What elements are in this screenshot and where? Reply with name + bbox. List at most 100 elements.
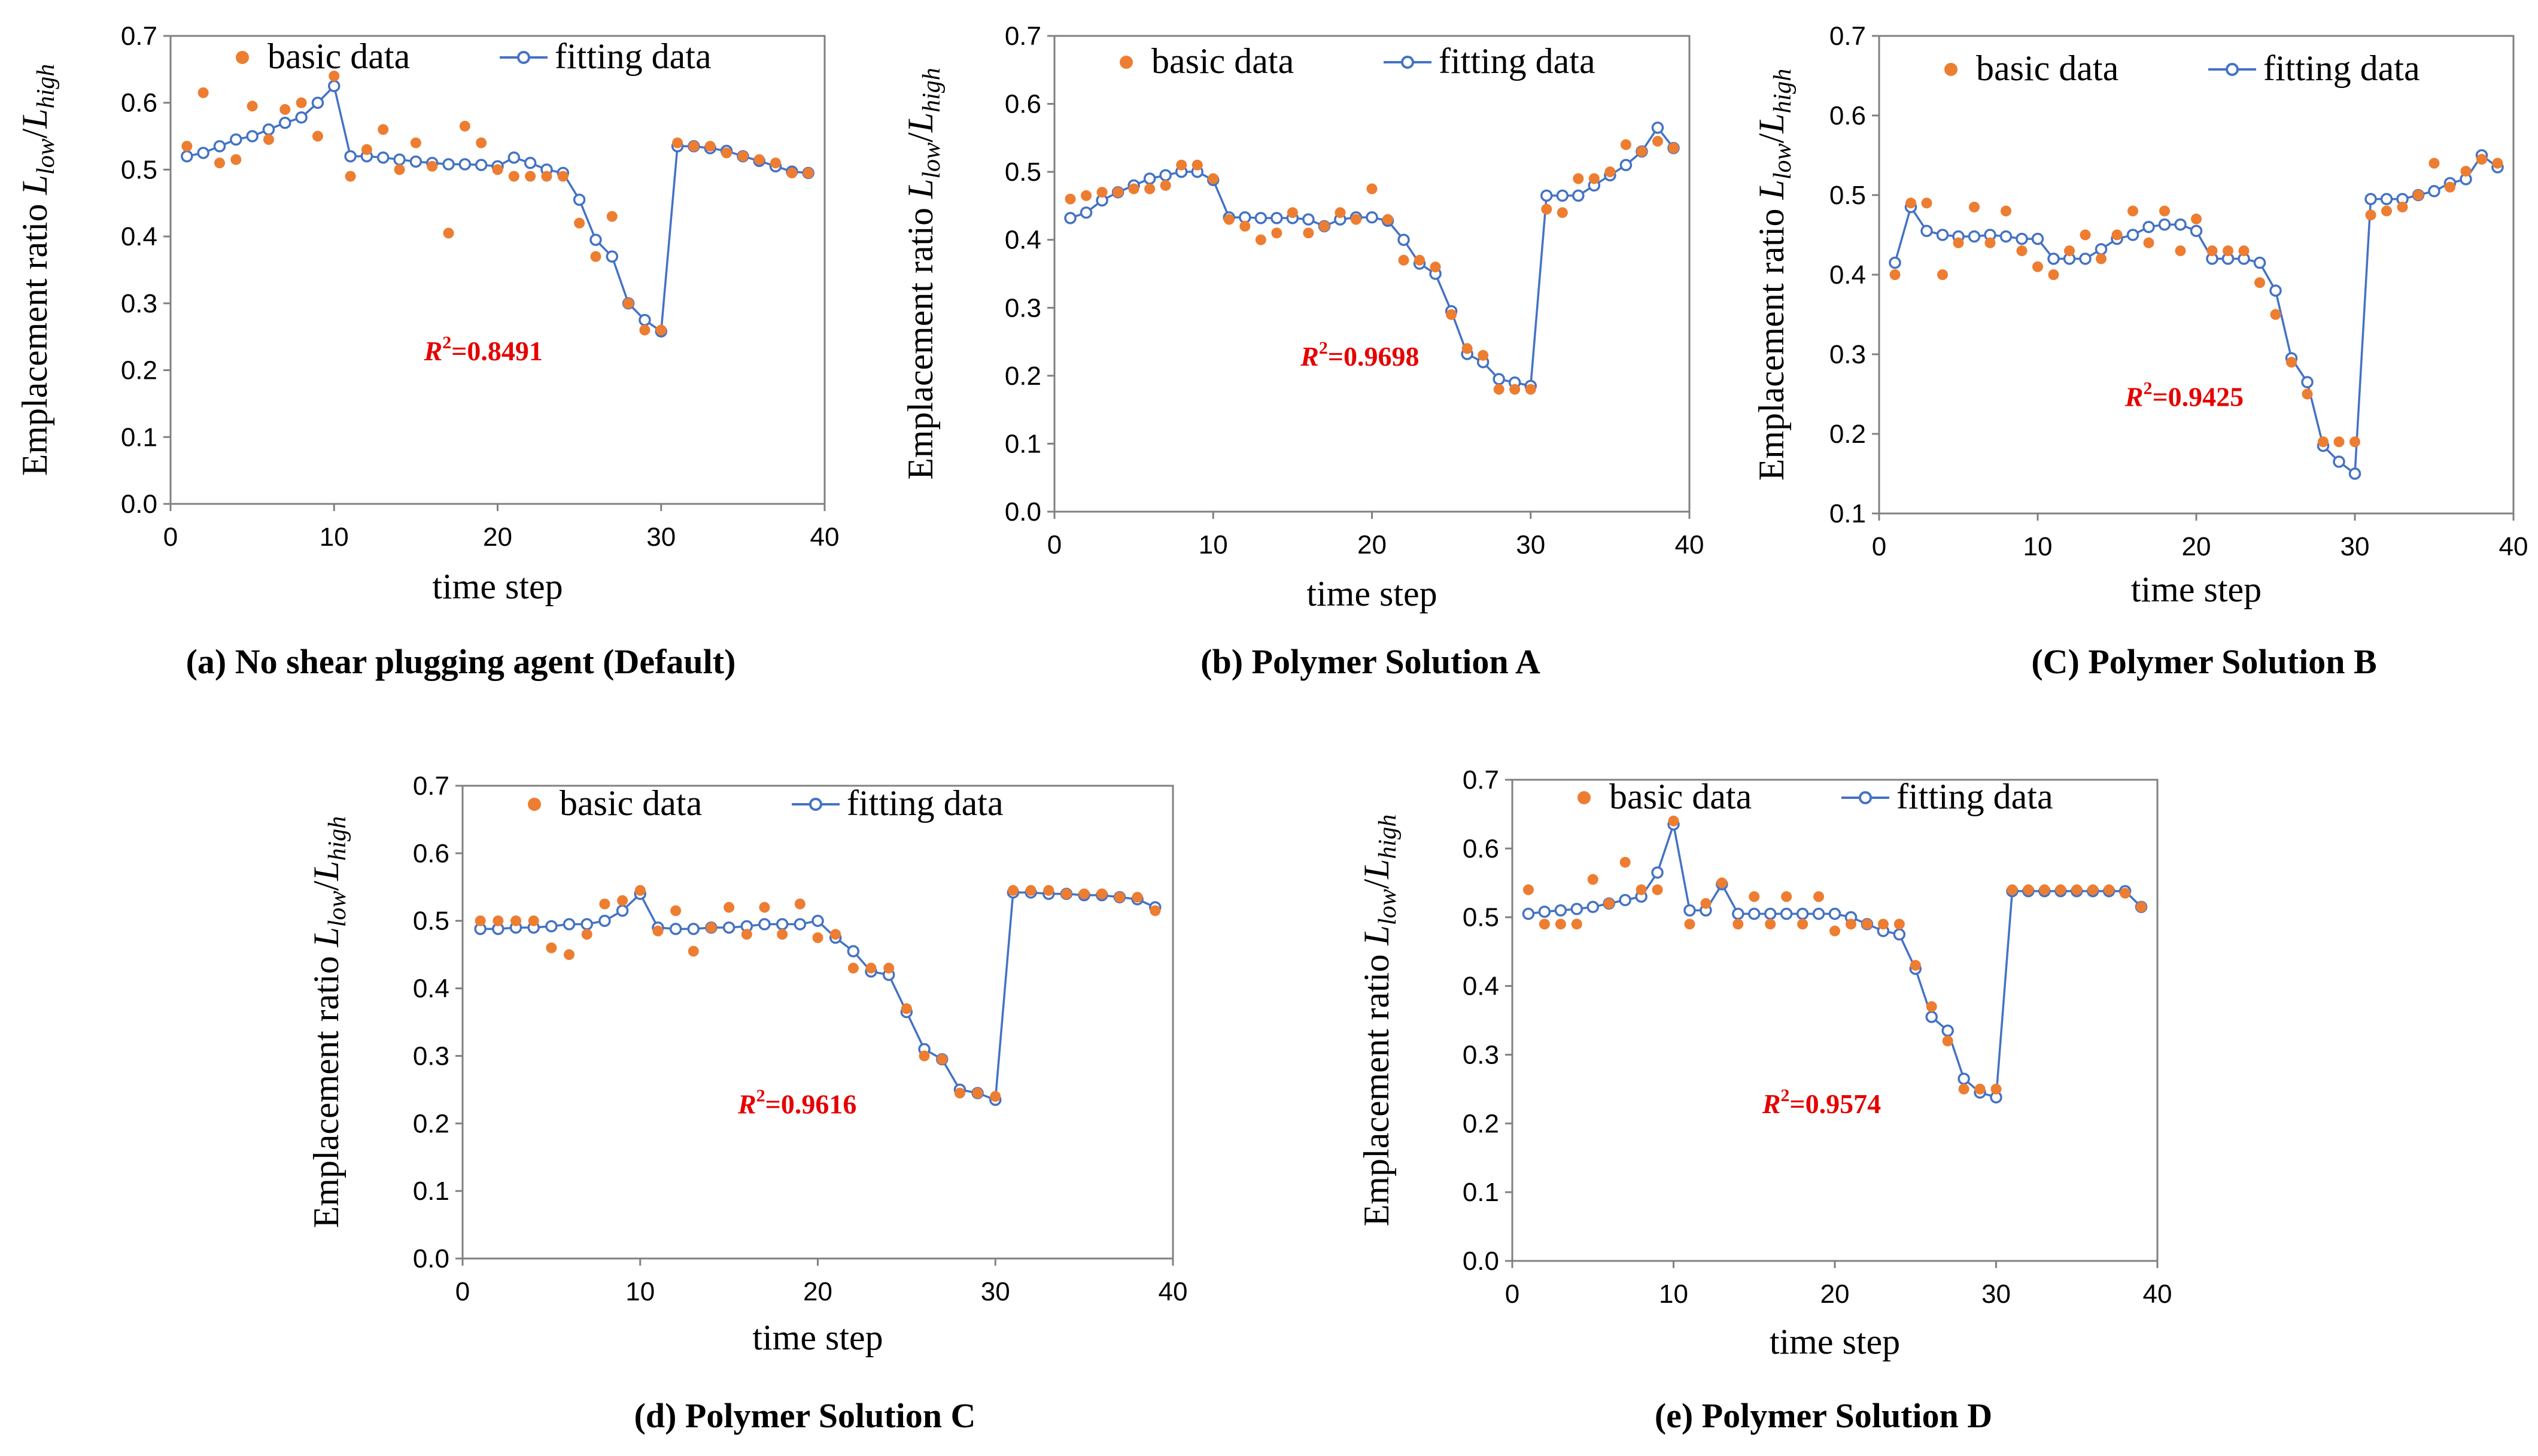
x-tick-label: 30 [981, 1277, 1010, 1306]
y-axis-subscript: high [32, 64, 60, 109]
basic-data-point [1461, 343, 1473, 354]
y-tick-label: 0.1 [1829, 499, 1866, 528]
basic-data-point [1446, 309, 1457, 320]
r-squared-symbol: R [737, 1089, 756, 1119]
basic-data-point [1905, 197, 1916, 209]
basic-data-point [1493, 384, 1504, 395]
basic-data-point [1128, 183, 1139, 194]
basic-data-point [1509, 384, 1521, 395]
basic-data-point [688, 946, 699, 957]
fitting-data-point [1683, 904, 1696, 917]
basic-data-point [1557, 207, 1568, 218]
y-axis-title-text: Emplacement ratio [1752, 199, 1791, 481]
panel-caption: (b) Polymer Solution A [1200, 642, 1540, 681]
x-tick-label: 0 [1872, 532, 1886, 561]
basic-data-point [655, 324, 667, 336]
basic-data-point [2127, 205, 2138, 217]
basic-data-point [2238, 245, 2250, 257]
fitting-data-point [1999, 230, 2013, 243]
legend-fitting-marker [2226, 63, 2239, 76]
basic-data-point [1893, 919, 1905, 930]
fitting-data-point [1941, 1024, 1954, 1037]
fitting-data-point [1748, 907, 1761, 920]
basic-data-point [2001, 205, 2011, 217]
x-axis-title: time step [752, 1318, 883, 1357]
y-axis-symbol: L [1357, 859, 1396, 879]
basic-data-point [2428, 157, 2440, 169]
basic-data-point [427, 160, 438, 172]
basic-data-point [574, 217, 585, 229]
basic-data-point [1113, 187, 1124, 198]
basic-data-point [492, 164, 503, 175]
x-tick-label: 30 [2341, 532, 2370, 561]
x-tick-label: 10 [1199, 530, 1228, 560]
basic-data-point [1335, 207, 1346, 218]
fitting-data-point [344, 150, 357, 163]
fitting-data-point [1780, 907, 1793, 920]
basic-data-point [2096, 253, 2107, 265]
basic-data-point [688, 141, 700, 152]
fitting-data-point [2364, 193, 2377, 205]
fitting-data-point [376, 151, 390, 164]
basic-data-point [1078, 888, 1090, 899]
y-tick-label: 0.5 [121, 155, 157, 184]
y-tick-label: 0.6 [1829, 101, 1866, 130]
fitting-data-point [262, 123, 275, 136]
y-axis-symbol: L [1752, 180, 1791, 200]
basic-data-point [1953, 237, 1964, 248]
basic-data-point [803, 168, 814, 179]
fitting-data-point [1619, 893, 1631, 907]
fitting-data-point [1796, 907, 1809, 920]
legend-basic-marker [1120, 56, 1133, 69]
fitting-data-point [213, 140, 226, 153]
basic-data-point [721, 147, 732, 159]
basic-data-point [1636, 884, 1647, 895]
basic-data-point [1255, 234, 1266, 245]
y-tick-label: 0.7 [1463, 765, 1499, 795]
x-tick-label: 40 [2499, 532, 2528, 561]
y-tick-label: 0.4 [121, 222, 157, 251]
y-axis-slash: / [1752, 133, 1791, 143]
basic-data-point [2023, 884, 2034, 895]
legend-basic-marker [1577, 791, 1591, 804]
x-tick-label: 10 [1659, 1279, 1688, 1309]
basic-data-point [1877, 919, 1889, 930]
x-tick-label: 10 [625, 1277, 655, 1306]
r-squared-exponent: 2 [2143, 378, 2152, 398]
basic-data-point [919, 1050, 930, 1062]
legend-basic-marker [528, 798, 541, 811]
basic-data-point [1969, 201, 1980, 212]
fitting-data-point [2253, 256, 2266, 269]
r-squared-exponent: 2 [442, 333, 451, 352]
fitting-data-point [1570, 902, 1583, 916]
fitting-data-line [1893, 153, 2499, 476]
basic-data-point [2254, 277, 2265, 288]
basic-data-point [1208, 173, 1219, 184]
fitting-data-point [2174, 218, 2187, 231]
basic-data-point [1861, 919, 1873, 930]
fitting-data-point [2079, 253, 2092, 265]
legend-fitting-label: fitting data [555, 37, 712, 76]
basic-data-point [1958, 1083, 1969, 1095]
y-axis-title-text: Emplacement ratio [901, 199, 940, 480]
fitting-data-point [2047, 253, 2060, 265]
x-tick-label: 20 [2182, 532, 2211, 561]
basic-data-point [741, 929, 752, 940]
basic-data-point [2460, 166, 2472, 177]
basic-data-point [1700, 898, 1712, 909]
basic-data-point [2365, 209, 2376, 221]
basic-data-point [1732, 919, 1744, 930]
y-axis-title: Emplacement ratio Llow/Lhigh [1357, 814, 1402, 1227]
plot-area [461, 785, 1174, 1260]
fitting-data-point [2031, 232, 2044, 245]
r-squared-exponent: 2 [756, 1086, 765, 1105]
basic-data-point [830, 929, 841, 940]
basic-data-point [2032, 261, 2043, 272]
r-squared-annotation: R2=0.9425 [2124, 378, 2244, 412]
basic-data-point [1081, 190, 1092, 201]
basic-data-point [361, 144, 372, 155]
basic-data-point [1604, 166, 1616, 178]
fitting-data-point [1732, 907, 1744, 920]
basic-data-point [670, 905, 682, 916]
legend-fitting-marker [1401, 56, 1414, 69]
